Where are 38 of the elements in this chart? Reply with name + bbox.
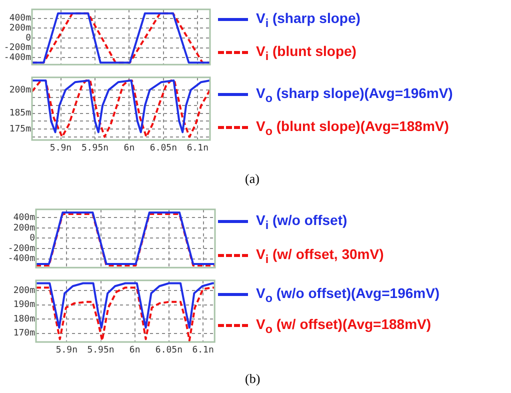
- y-tick-label: -200m: [4, 43, 31, 54]
- legend-label: V$_{o}$ (w/o offset)(Avg=196mV): [256, 285, 440, 305]
- y-tick-label: -400m: [4, 53, 31, 64]
- x-tick-label: 6.05n: [150, 144, 177, 154]
- y-tick-label: 190m: [13, 300, 35, 310]
- legend-label: V$_{i}$ (w/o offset): [256, 212, 348, 232]
- y-tick-label: 0: [30, 234, 35, 244]
- y-tick-label: 200m: [9, 23, 31, 34]
- y-tick-label: 185m: [9, 108, 31, 119]
- y-tick-label: 200m: [13, 223, 35, 234]
- x-tick-label: 6n: [124, 144, 135, 154]
- legend-label: V$_{o}$ (sharp slope)(Avg=196mV): [256, 85, 453, 105]
- y-tick-label: 400m: [9, 14, 31, 24]
- y-tick-label: 175m: [9, 124, 31, 134]
- y-tick-label: 200m: [9, 85, 31, 96]
- y-tick-label: -400m: [8, 254, 35, 264]
- text: (b): [245, 371, 260, 387]
- legend-label: V$_{i}$ (blunt slope): [256, 43, 356, 63]
- x-tick-label: 5.95n: [87, 346, 114, 356]
- legend-label: V$_{o}$ (blunt slope)(Avg=188mV): [256, 118, 449, 138]
- x-tick-label: 5.9n: [50, 144, 72, 154]
- y-tick-label: 200m: [13, 286, 35, 296]
- legend-label: V$_{i}$ (sharp slope): [256, 10, 360, 30]
- y-tick-label: 170m: [13, 328, 35, 339]
- x-tick-label: 5.95n: [81, 144, 109, 154]
- y-tick-label: 180m: [13, 314, 35, 324]
- text: (a): [245, 171, 260, 187]
- y-tick-label: -200m: [8, 244, 35, 254]
- x-tick-label: 6n: [129, 346, 140, 356]
- x-tick-label: 6.05n: [155, 346, 182, 356]
- x-tick-label: 6.1n: [192, 346, 214, 356]
- legend-label: V$_{i}$ (w/ offset, 30mV): [256, 246, 384, 266]
- y-tick-label: 400m: [13, 212, 35, 223]
- x-tick-label: 6.1n: [186, 144, 209, 154]
- line-series: [36, 286, 215, 342]
- y-tick-label: 0: [26, 33, 31, 44]
- x-tick-label: 5.9n: [56, 346, 78, 356]
- legend-label: V$_{o}$ (w/ offset)(Avg=188mV): [256, 316, 432, 336]
